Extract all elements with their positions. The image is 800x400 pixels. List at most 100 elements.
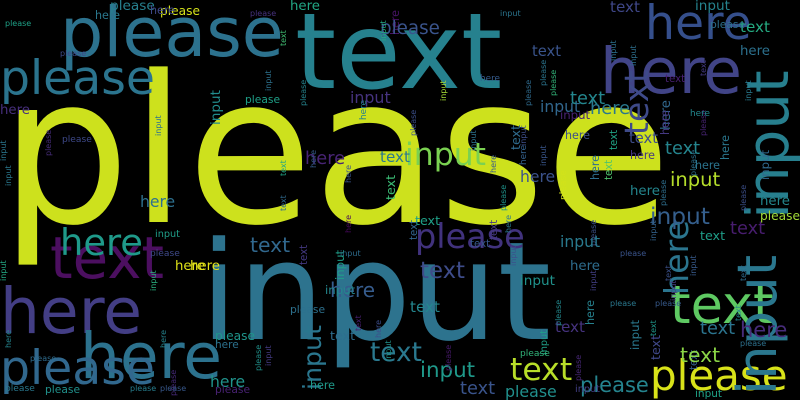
word-text-120: text xyxy=(700,228,726,243)
word-here-154: here xyxy=(740,44,770,59)
word-here-89: here xyxy=(210,373,246,391)
word-here-126: here xyxy=(140,193,176,211)
word-input-177: input xyxy=(384,340,393,361)
word-input-53: input xyxy=(208,90,224,125)
word-text-41: text xyxy=(410,298,440,316)
word-input-115: input xyxy=(325,283,356,297)
word-please-4: please xyxy=(60,0,284,73)
word-please-24: please xyxy=(559,170,569,200)
word-here-168: here xyxy=(159,329,168,348)
word-here-39: here xyxy=(659,110,672,135)
word-please-153: please xyxy=(610,299,637,308)
word-here-116: here xyxy=(519,145,529,165)
word-here-122: here xyxy=(690,109,710,119)
word-text-107: text xyxy=(489,219,500,240)
word-please-163: please xyxy=(254,344,263,371)
word-please-73: please xyxy=(160,4,200,18)
word-please-139: please xyxy=(524,79,533,106)
word-input-160: input xyxy=(560,108,591,122)
word-input-51: input xyxy=(758,149,772,180)
word-here-111: here xyxy=(359,100,369,120)
word-here-92: here xyxy=(175,259,205,274)
word-text-152: text xyxy=(664,265,673,281)
word-input-17: input xyxy=(405,137,487,173)
word-here-174: here xyxy=(95,9,120,22)
word-text-159: text xyxy=(734,305,743,321)
word-input-146: input xyxy=(609,40,618,61)
word-input-83: input xyxy=(539,145,548,166)
word-input-173: input xyxy=(379,20,388,41)
word-input-54: input xyxy=(154,115,163,136)
word-please-131: please xyxy=(539,59,548,86)
word-here-178: here xyxy=(310,379,335,392)
word-text-12: text xyxy=(670,275,774,336)
word-text-102: text xyxy=(330,328,356,343)
word-here-3: here xyxy=(0,275,142,348)
word-please-166: please xyxy=(5,19,32,28)
word-input-128: input xyxy=(4,165,13,186)
word-please-185: please xyxy=(62,135,92,145)
word-please-162: please xyxy=(710,18,746,31)
word-text-82: text xyxy=(609,129,620,150)
word-here-141: here xyxy=(504,214,513,233)
word-here-161: here xyxy=(480,74,500,84)
word-here-124: here xyxy=(344,164,353,183)
word-here-60: here xyxy=(590,98,631,119)
word-input-140: input xyxy=(500,9,521,18)
word-please-151: please xyxy=(30,354,57,363)
word-input-34: input xyxy=(420,358,476,383)
word-here-98: here xyxy=(760,194,790,209)
word-here-165: here xyxy=(309,149,318,168)
word-here-48: here xyxy=(290,0,320,14)
word-input-123: input xyxy=(519,125,528,146)
word-input-1: input xyxy=(200,213,552,372)
word-please-127: please xyxy=(160,384,187,393)
word-please-88: please xyxy=(499,184,508,211)
word-please-75: please xyxy=(215,329,255,343)
word-please-0: please xyxy=(0,33,672,271)
word-text-112: text xyxy=(555,318,585,336)
word-input-171: input xyxy=(689,255,698,276)
word-here-67: here xyxy=(520,168,556,186)
word-text-42: text xyxy=(510,352,573,388)
word-text-61: text xyxy=(279,160,288,176)
word-please-7: please xyxy=(0,51,155,106)
word-text-155: text xyxy=(649,320,658,336)
word-here-125: here xyxy=(4,329,13,348)
word-please-62: please xyxy=(549,69,558,96)
word-input-65: input xyxy=(540,98,581,116)
word-please-47: please xyxy=(250,9,277,18)
word-input-38: input xyxy=(744,80,753,101)
word-please-132: please xyxy=(655,299,682,308)
word-please-19: please xyxy=(415,217,525,256)
word-text-91: text xyxy=(279,30,288,46)
word-here-66: here xyxy=(630,149,655,162)
word-input-137: input xyxy=(575,384,600,395)
word-input-79: input xyxy=(649,220,658,241)
word-text-37: text xyxy=(730,218,766,239)
word-please-169: please xyxy=(740,339,767,348)
word-here-5: here xyxy=(600,35,742,108)
word-here-25: here xyxy=(60,221,143,264)
word-text-46: text xyxy=(739,265,748,281)
word-please-110: please xyxy=(290,303,326,316)
word-input-71: input xyxy=(264,70,273,91)
word-text-86: text xyxy=(700,318,736,339)
word-input-103: input xyxy=(264,345,273,366)
word-please-114: please xyxy=(150,249,180,259)
word-input-138: input xyxy=(0,140,8,161)
word-text-158: text xyxy=(415,213,441,228)
word-here-184: here xyxy=(0,103,30,118)
word-please-119: please xyxy=(739,184,748,211)
word-text-167: text xyxy=(279,195,288,211)
word-text-26: text xyxy=(383,174,398,200)
word-please-64: please xyxy=(574,354,583,381)
word-text-172: text xyxy=(470,239,491,250)
word-text-148: text xyxy=(354,315,363,331)
word-please-55: please xyxy=(110,0,155,14)
word-here-101: here xyxy=(344,214,353,233)
word-please-118: please xyxy=(215,383,251,396)
word-please-113: please xyxy=(554,299,563,326)
word-input-109: input xyxy=(509,245,518,266)
